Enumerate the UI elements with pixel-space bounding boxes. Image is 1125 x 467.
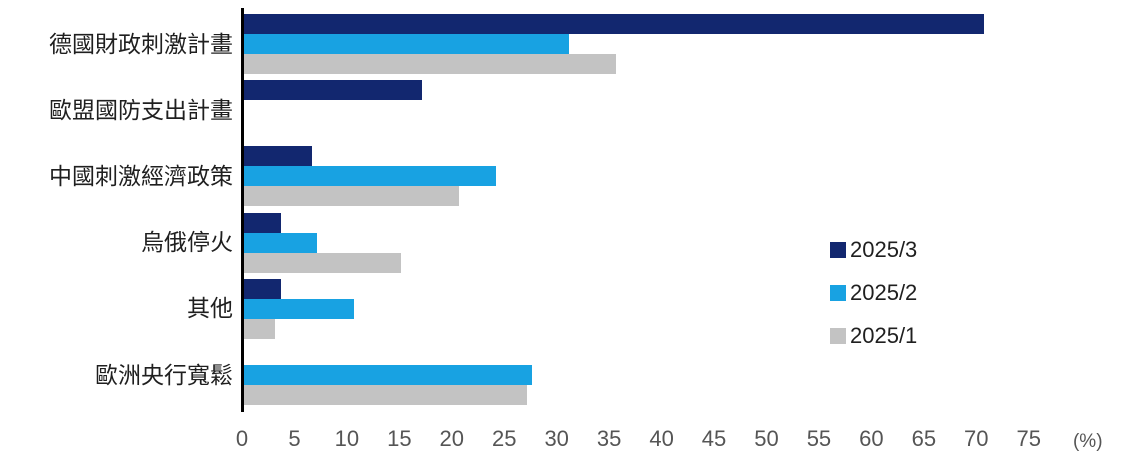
x-tick-label: 55 [806,426,832,451]
bar-2025-1 [244,186,460,207]
x-tick-label: 35 [596,426,622,451]
x-tick-label: 0 [235,426,249,451]
bar-2025-2 [244,232,318,253]
x-tick-label: 75 [1016,426,1041,451]
legend-item: 2025/2 [830,280,918,305]
x-tick-label: 50 [754,426,779,451]
category-label: 烏俄停火 [141,229,233,256]
x-tick-label: 5 [288,426,301,451]
bar-2025-3 [244,212,281,233]
legend-swatch-icon [830,242,846,258]
category-label: 歐盟國防支出計畫 [49,96,233,123]
bar-2025-1 [244,54,617,74]
category-label: 歐洲央行寬鬆 [95,361,233,388]
x-tick-label: 70 [964,426,989,451]
x-tick-label: 20 [439,426,465,451]
bar-2025-3 [244,146,313,167]
bar-2025-2 [244,298,355,319]
category-label: 其他 [187,295,233,322]
legend-swatch-icon [830,285,846,301]
category-label: 中國刺激經濟政策 [49,162,233,189]
bar-2025-1 [244,252,402,273]
bar-2025-1 [244,385,528,405]
bar-2025-3 [244,14,984,34]
bar-2025-2 [244,365,533,385]
x-tick-label: 40 [649,426,674,451]
x-tick-label: 15 [387,426,412,451]
x-tick-label: 65 [911,426,937,451]
category-label: 德國財政刺激計畫 [49,30,233,57]
legend: 2025/3 2025/2 2025/1 [830,237,918,369]
y-axis-line [241,8,244,412]
bar-2025-2 [244,166,496,187]
legend-label: 2025/3 [850,237,918,262]
bar-2025-3 [244,80,423,101]
bar-2025-2 [244,34,570,54]
bar-2025-3 [244,278,281,299]
x-axis-unit-label: (%) [1072,431,1103,452]
x-tick-label: 25 [492,426,517,451]
x-tick-label: 10 [334,426,360,451]
x-tick-label: 30 [544,426,569,451]
legend-item: 2025/1 [830,323,918,348]
x-tick-label: 45 [701,426,727,451]
legend-swatch-icon [830,328,846,344]
legend-item: 2025/3 [830,237,918,262]
legend-label: 2025/2 [850,280,918,305]
legend-label: 2025/1 [850,323,918,348]
bar-2025-1 [244,318,276,339]
x-tick-label: 60 [859,426,884,451]
